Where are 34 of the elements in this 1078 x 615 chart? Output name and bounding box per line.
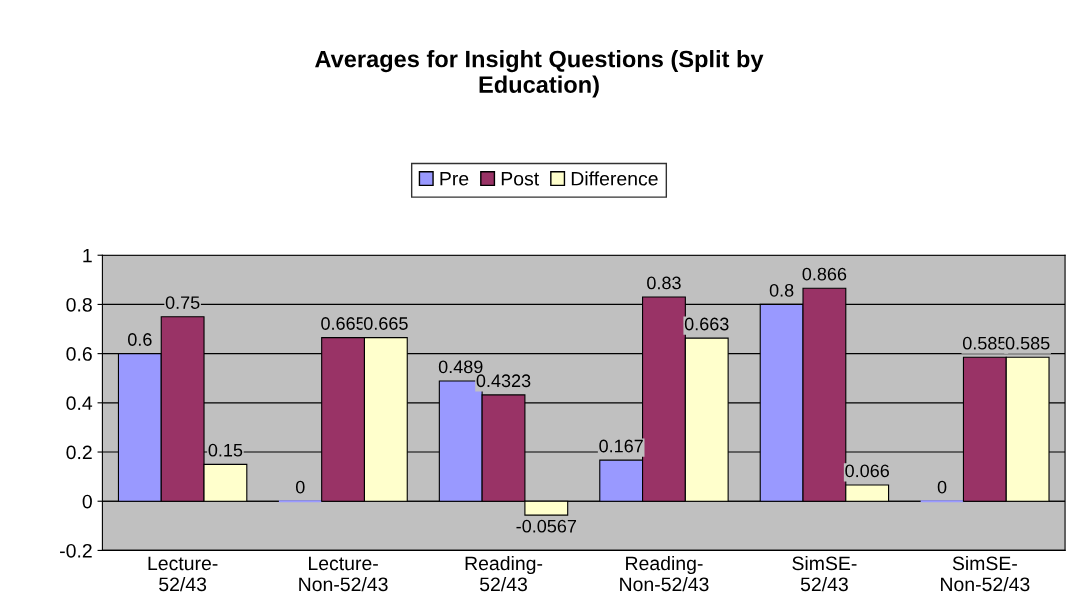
- data-label: 0.83: [647, 276, 681, 290]
- data-label: 0.866: [802, 267, 847, 281]
- data-label: 0: [295, 480, 305, 494]
- data-label: 0.663: [684, 317, 729, 331]
- data-label: 0.585: [1005, 336, 1050, 350]
- y-tick-label: -0.2: [60, 543, 92, 558]
- data-label: -0.0567: [516, 519, 577, 533]
- data-label: 0.489: [438, 360, 483, 374]
- data-label: 0.665: [363, 317, 408, 330]
- x-tick-label: SimSE- 52/43: [792, 555, 857, 592]
- x-tick-label: Lecture- 52/43: [148, 556, 218, 592]
- legend-label: Pre: [440, 171, 469, 186]
- legend-label: Difference: [571, 171, 658, 186]
- y-tick-label: 0.2: [66, 445, 92, 460]
- legend-label: Post: [501, 171, 540, 186]
- y-tick-label: 0: [82, 494, 92, 509]
- data-label: 0.585: [962, 336, 1007, 350]
- y-tick-label: 0.6: [66, 347, 92, 361]
- x-tick-label: Reading- Non-52/43: [620, 555, 709, 592]
- x-tick-label: Lecture- Non-52/43: [299, 556, 388, 592]
- data-label: 0.75: [165, 296, 200, 309]
- x-tick-label: SimSE- Non-52/43: [941, 555, 1030, 592]
- data-label: 0.066: [845, 464, 889, 478]
- chart-title: Averages for Insight Questions (Split by Education): [315, 50, 764, 98]
- data-label: 0: [937, 480, 947, 494]
- x-tick-label: Reading- 52/43: [465, 555, 543, 592]
- y-tick-label: 1: [83, 248, 92, 263]
- data-label: 0.6: [128, 333, 152, 346]
- data-label: 0.15: [208, 443, 243, 457]
- y-tick-label: 0.4: [66, 396, 93, 411]
- data-label: 0.167: [599, 439, 643, 453]
- data-label: 0.8: [769, 283, 794, 297]
- data-label: 0.4323: [476, 374, 531, 388]
- y-tick-label: 0.8: [66, 297, 92, 312]
